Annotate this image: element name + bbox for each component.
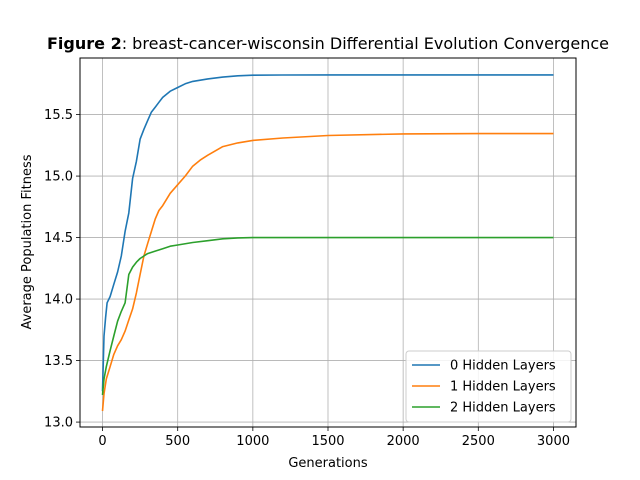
chart-title-bold: Figure 2	[47, 34, 122, 53]
legend: 0 Hidden Layers 1 Hidden Layers 2 Hidden L…	[405, 350, 572, 423]
x-tick-label: 500	[165, 434, 190, 449]
y-tick-label: 13.5	[44, 354, 73, 369]
x-tick-label: 2000	[387, 434, 420, 449]
series-line-0	[101, 74, 554, 392]
series-line-2	[101, 236, 554, 396]
y-tick-label: 13.0	[44, 416, 73, 431]
grid	[80, 58, 576, 427]
x-tick-label: 1000	[236, 434, 269, 449]
x-axis-ticks: 0 500 1000 1500 2000 2500 3000	[98, 427, 570, 449]
series-line-1	[101, 132, 554, 412]
series-lines	[101, 74, 554, 412]
chart-title: Figure 2: breast-cancer-wisconsin Differ…	[47, 34, 609, 53]
y-tick-label: 14.5	[44, 231, 73, 246]
y-tick-label: 14.0	[44, 293, 73, 308]
x-tick-label: 3000	[537, 434, 570, 449]
legend-label: 2 Hidden Layers	[450, 401, 556, 416]
legend-label: 1 Hidden Layers	[450, 380, 556, 395]
y-axis-ticks: 13.0 13.5 14.0 14.5 15.0 15.5	[44, 108, 80, 431]
chart-title-rest: : breast-cancer-wisconsin Differential E…	[122, 34, 609, 53]
y-tick-label: 15.0	[44, 170, 73, 185]
legend-box	[405, 350, 572, 423]
x-tick-label: 0	[98, 434, 106, 449]
y-axis-label: Average Population Fitness	[20, 154, 35, 329]
legend-label: 0 Hidden Layers	[450, 359, 556, 374]
y-tick-label: 15.5	[44, 108, 73, 123]
x-tick-label: 1500	[311, 434, 344, 449]
x-axis-label: Generations	[288, 456, 368, 471]
x-tick-label: 2500	[462, 434, 495, 449]
